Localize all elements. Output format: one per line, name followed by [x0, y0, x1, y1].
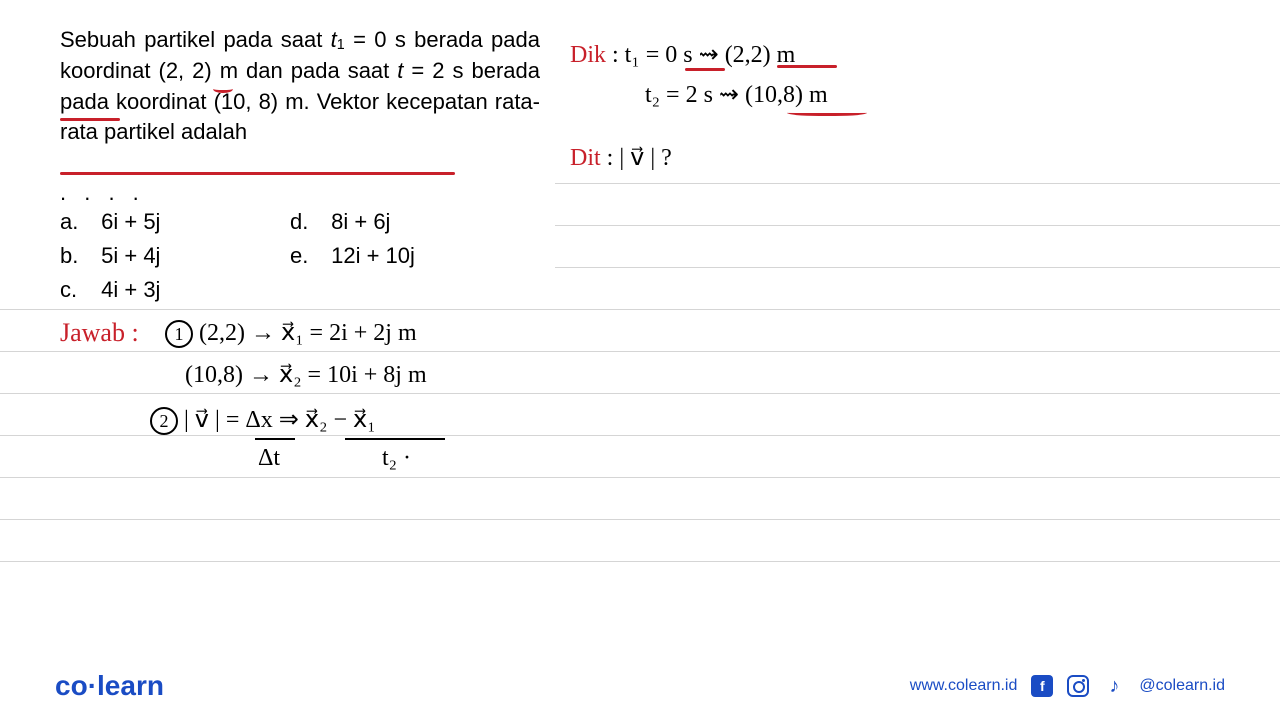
problem-statement: Sebuah partikel pada saat t1 = 0 s berad… — [60, 25, 540, 148]
instagram-icon — [1067, 675, 1089, 697]
red-underline-question — [60, 172, 455, 175]
rule-line — [555, 225, 1280, 226]
jawab-step2: 2 | v⃗ | = Δx ⇒ x⃗₂ − x⃗₁ — [150, 405, 376, 435]
dik-line2: t₂ = 2 s ⇝ (10,8) m — [645, 80, 828, 109]
dit-label: Dit — [570, 145, 601, 171]
rule-line — [0, 351, 1280, 352]
facebook-icon: f — [1031, 675, 1053, 697]
logo-learn: learn — [97, 670, 164, 701]
footer: co·learn www.colearn.id f ♪ @colearn.id — [0, 670, 1280, 702]
opt-d-label: d. — [290, 205, 325, 239]
fraction-bar-1 — [255, 438, 295, 440]
rule-line — [555, 183, 1280, 184]
jawab-step1: 1 (2,2) → x⃗₁ = 2i + 2j m — [165, 318, 417, 348]
jawab-2-denom-l: Δt — [258, 445, 280, 472]
dit-line: Dit : | v⃗ | ? — [570, 143, 672, 172]
red-underline-t — [60, 118, 120, 121]
red-under-0s — [685, 68, 725, 71]
footer-handle: @colearn.id — [1139, 677, 1225, 695]
t1-eq: = 0 s berada — [345, 27, 483, 52]
opt-c-val: 4i + 3j — [101, 277, 160, 302]
rule-line — [0, 477, 1280, 478]
opt-d-val: 8i + 6j — [331, 209, 390, 234]
rule-line — [0, 561, 1280, 562]
problem-line1: Sebuah partikel pada saat — [60, 27, 331, 52]
jawab-2-denom-r: t₂ · — [382, 445, 411, 472]
red-underline-m — [213, 85, 233, 93]
circle-2: 2 — [150, 407, 178, 435]
opt-b-val: 5i + 4j — [101, 243, 160, 268]
opt-c-label: c. — [60, 273, 95, 307]
red-under-22 — [777, 65, 837, 68]
dik-line: Dik : t₁ = 0 s ⇝ (2,2) m — [570, 40, 795, 69]
dik-content-1: : t₁ = 0 s ⇝ (2,2) m — [612, 42, 795, 68]
var-t-sub: 1 — [337, 37, 345, 53]
jawab-2-top: | v⃗ | = Δx ⇒ x⃗₂ − x⃗₁ — [184, 407, 376, 433]
dik-label: Dik — [570, 42, 606, 68]
answer-options: a. 6i + 5j d. 8i + 6j b. 5i + 4j e. 12i … — [60, 205, 530, 307]
opt-e-val: 12i + 10j — [331, 243, 415, 268]
rule-line — [555, 267, 1280, 268]
footer-right: www.colearn.id f ♪ @colearn.id — [910, 675, 1225, 697]
opt-a-val: 6i + 5j — [101, 209, 160, 234]
dit-content: : | v⃗ | ? — [607, 145, 672, 171]
jawab-label: Jawab : — [60, 318, 139, 348]
opt-e-label: e. — [290, 239, 325, 273]
circle-1: 1 — [165, 320, 193, 348]
rule-line — [0, 309, 1280, 310]
jawab-1-text: (2,2) → x⃗₁ = 2i + 2j m — [199, 320, 417, 346]
colearn-logo: co·learn — [55, 670, 164, 702]
tiktok-icon: ♪ — [1103, 675, 1125, 697]
red-under-108 — [787, 108, 867, 116]
ellipsis: . . . . — [60, 180, 145, 206]
rule-line — [0, 519, 1280, 520]
opt-a-label: a. — [60, 205, 95, 239]
rule-line — [0, 393, 1280, 394]
opt-b-label: b. — [60, 239, 95, 273]
footer-url: www.colearn.id — [910, 677, 1018, 695]
logo-co: co — [55, 670, 88, 701]
jawab-step1b: (10,8) → x⃗₂ = 10i + 8j m — [185, 360, 427, 389]
fraction-bar-2 — [345, 438, 445, 440]
